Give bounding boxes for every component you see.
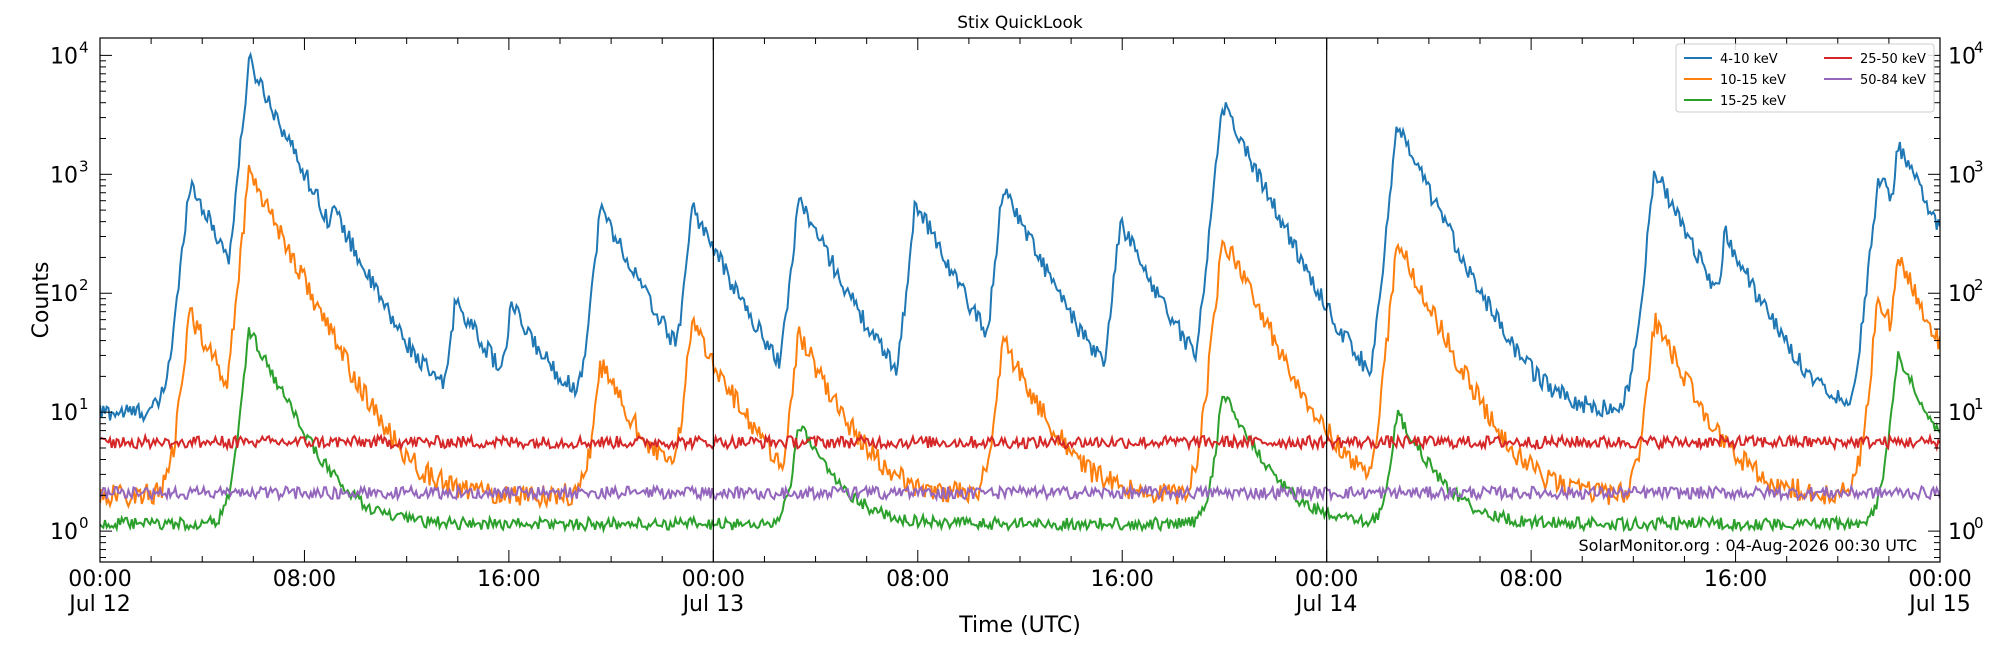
x-tick-label: 16:00 xyxy=(1704,567,1767,592)
series-line-4-10-kev xyxy=(100,51,1940,424)
x-axis-title: Time (UTC) xyxy=(958,613,1081,638)
chart-title: Stix QuickLook xyxy=(957,13,1083,33)
series-line-10-15-kev xyxy=(100,164,1940,510)
y-tick-label-right: 10 xyxy=(1948,44,1976,69)
x-tick-label: 16:00 xyxy=(1091,567,1154,592)
x-tick-sublabel: Jul 13 xyxy=(681,592,745,617)
legend-label: 10-15 keV xyxy=(1720,73,1786,88)
y-tick-label-left: 10 xyxy=(50,282,78,307)
x-tick-label: 00:00 xyxy=(1295,567,1358,592)
y-tick-label-left-exponent: 3 xyxy=(79,157,89,175)
legend-label: 15-25 keV xyxy=(1720,94,1786,109)
x-tick-sublabel: Jul 14 xyxy=(1294,592,1358,617)
plot-frame xyxy=(99,37,1941,563)
y-tick-label-left-exponent: 2 xyxy=(79,276,89,294)
y-tick-label-right: 10 xyxy=(1948,520,1976,545)
legend-label: 50-84 keV xyxy=(1860,73,1926,88)
y-tick-label-right: 10 xyxy=(1948,401,1976,426)
y-tick-label-right: 10 xyxy=(1948,163,1976,188)
y-tick-label-left-exponent: 0 xyxy=(79,514,89,532)
y-tick-label-right-exponent: 4 xyxy=(1974,38,1984,56)
y-tick-label-right-exponent: 1 xyxy=(1974,395,1984,413)
x-tick-label: 00:00 xyxy=(68,567,131,592)
x-tick-label: 00:00 xyxy=(1908,567,1971,592)
x-tick-label: 16:00 xyxy=(477,567,540,592)
source-annotation: SolarMonitor.org : 04-Aug-2026 00:30 UTC xyxy=(1578,536,1917,555)
legend-label: 25-50 keV xyxy=(1860,52,1926,67)
y-tick-label-right-exponent: 2 xyxy=(1974,276,1984,294)
y-tick-label-right-exponent: 3 xyxy=(1974,157,1984,175)
legend: 4-10 keV 10-15 keV 15-25 keV 25-50 keV 50-84… xyxy=(1675,43,1935,113)
y-tick-label-right-exponent: 0 xyxy=(1974,514,1984,532)
y-tick-label-left: 10 xyxy=(50,401,78,426)
x-tick-label: 00:00 xyxy=(682,567,745,592)
legend-label: 4-10 keV xyxy=(1720,52,1778,67)
series-line-25-50-kev xyxy=(100,432,1940,453)
x-tick-sublabel: Jul 12 xyxy=(67,592,131,617)
series-line-50-84-kev xyxy=(100,482,1940,503)
y-tick-label-left-exponent: 1 xyxy=(79,395,89,413)
legend-box xyxy=(1675,43,1935,113)
y-tick-label-left: 10 xyxy=(50,520,78,545)
y-axis-title: Counts xyxy=(29,262,54,339)
y-tick-label-right: 10 xyxy=(1948,282,1976,307)
x-tick-sublabel: Jul 15 xyxy=(1907,592,1971,617)
y-tick-label-left: 10 xyxy=(50,44,78,69)
x-tick-label: 08:00 xyxy=(1499,567,1562,592)
series-line-15-25-kev xyxy=(100,327,1940,534)
y-tick-label-left-exponent: 4 xyxy=(79,38,89,56)
x-tick-label: 08:00 xyxy=(886,567,949,592)
x-tick-label: 08:00 xyxy=(273,567,336,592)
y-tick-label-left: 10 xyxy=(50,163,78,188)
